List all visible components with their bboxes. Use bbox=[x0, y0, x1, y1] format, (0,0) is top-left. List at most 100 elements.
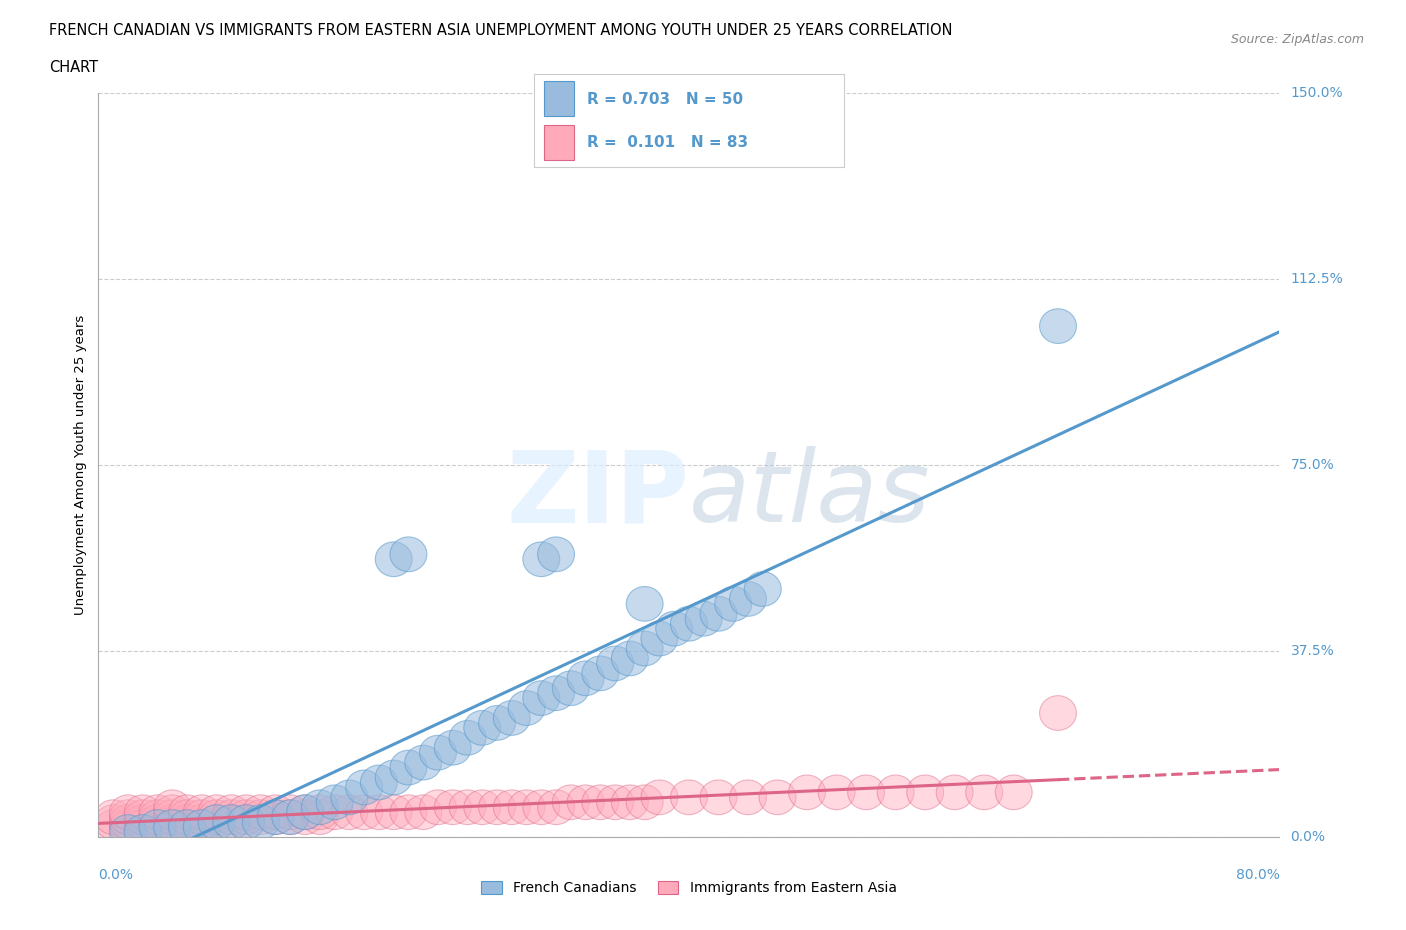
Ellipse shape bbox=[389, 795, 427, 830]
Ellipse shape bbox=[110, 810, 146, 844]
Ellipse shape bbox=[375, 795, 412, 830]
Ellipse shape bbox=[375, 542, 412, 577]
Ellipse shape bbox=[508, 691, 546, 725]
Ellipse shape bbox=[389, 751, 427, 785]
Ellipse shape bbox=[257, 800, 294, 834]
Ellipse shape bbox=[464, 790, 501, 825]
Ellipse shape bbox=[537, 537, 575, 572]
Ellipse shape bbox=[582, 656, 619, 691]
Text: R = 0.703   N = 50: R = 0.703 N = 50 bbox=[586, 92, 742, 107]
Text: 75.0%: 75.0% bbox=[1291, 458, 1334, 472]
Text: ZIP: ZIP bbox=[506, 446, 689, 543]
Ellipse shape bbox=[375, 760, 412, 795]
Ellipse shape bbox=[419, 736, 457, 770]
Ellipse shape bbox=[523, 542, 560, 577]
Ellipse shape bbox=[596, 646, 634, 681]
Ellipse shape bbox=[389, 537, 427, 572]
Ellipse shape bbox=[671, 780, 707, 815]
Ellipse shape bbox=[242, 804, 280, 840]
Ellipse shape bbox=[464, 711, 501, 745]
Ellipse shape bbox=[877, 775, 914, 810]
Text: 150.0%: 150.0% bbox=[1291, 86, 1343, 100]
Ellipse shape bbox=[139, 795, 176, 830]
Ellipse shape bbox=[523, 790, 560, 825]
Legend: French Canadians, Immigrants from Eastern Asia: French Canadians, Immigrants from Easter… bbox=[475, 876, 903, 901]
Ellipse shape bbox=[228, 804, 264, 840]
Ellipse shape bbox=[478, 706, 516, 740]
Ellipse shape bbox=[612, 785, 648, 819]
Ellipse shape bbox=[995, 775, 1032, 810]
Ellipse shape bbox=[169, 800, 205, 834]
Ellipse shape bbox=[671, 606, 707, 641]
Ellipse shape bbox=[494, 700, 530, 736]
Ellipse shape bbox=[730, 780, 766, 815]
Ellipse shape bbox=[537, 790, 575, 825]
Ellipse shape bbox=[110, 800, 146, 834]
Ellipse shape bbox=[330, 795, 368, 830]
Ellipse shape bbox=[966, 775, 1002, 810]
Text: 0.0%: 0.0% bbox=[1291, 830, 1326, 844]
Ellipse shape bbox=[94, 804, 132, 840]
Ellipse shape bbox=[169, 804, 205, 840]
Text: 112.5%: 112.5% bbox=[1291, 272, 1343, 286]
Ellipse shape bbox=[271, 800, 309, 834]
Ellipse shape bbox=[1039, 696, 1077, 730]
Ellipse shape bbox=[434, 790, 471, 825]
Ellipse shape bbox=[183, 795, 221, 830]
Ellipse shape bbox=[228, 804, 264, 840]
Ellipse shape bbox=[848, 775, 884, 810]
Ellipse shape bbox=[228, 800, 264, 834]
Ellipse shape bbox=[153, 800, 191, 834]
Ellipse shape bbox=[494, 790, 530, 825]
Ellipse shape bbox=[301, 790, 339, 825]
Ellipse shape bbox=[139, 810, 176, 844]
Ellipse shape bbox=[94, 810, 132, 844]
Ellipse shape bbox=[626, 587, 664, 621]
Ellipse shape bbox=[212, 795, 250, 830]
Ellipse shape bbox=[626, 785, 664, 819]
Ellipse shape bbox=[110, 815, 146, 849]
Ellipse shape bbox=[1039, 309, 1077, 343]
Ellipse shape bbox=[124, 815, 162, 849]
Text: 0.0%: 0.0% bbox=[98, 868, 134, 882]
Ellipse shape bbox=[523, 681, 560, 715]
Ellipse shape bbox=[596, 785, 634, 819]
Ellipse shape bbox=[212, 804, 250, 840]
Ellipse shape bbox=[139, 804, 176, 840]
Ellipse shape bbox=[242, 800, 280, 834]
Ellipse shape bbox=[818, 775, 855, 810]
Ellipse shape bbox=[405, 795, 441, 830]
Ellipse shape bbox=[316, 795, 353, 830]
Ellipse shape bbox=[153, 795, 191, 830]
Ellipse shape bbox=[626, 631, 664, 666]
Ellipse shape bbox=[198, 800, 235, 834]
Ellipse shape bbox=[124, 795, 162, 830]
Text: FRENCH CANADIAN VS IMMIGRANTS FROM EASTERN ASIA UNEMPLOYMENT AMONG YOUTH UNDER 2: FRENCH CANADIAN VS IMMIGRANTS FROM EASTE… bbox=[49, 23, 953, 38]
Ellipse shape bbox=[449, 721, 486, 755]
Ellipse shape bbox=[553, 671, 589, 706]
Ellipse shape bbox=[907, 775, 943, 810]
Ellipse shape bbox=[360, 795, 398, 830]
Ellipse shape bbox=[449, 790, 486, 825]
Ellipse shape bbox=[405, 745, 441, 780]
Ellipse shape bbox=[641, 780, 678, 815]
Ellipse shape bbox=[153, 810, 191, 844]
Ellipse shape bbox=[655, 611, 693, 646]
Ellipse shape bbox=[537, 676, 575, 711]
Ellipse shape bbox=[287, 795, 323, 830]
Ellipse shape bbox=[434, 730, 471, 765]
Ellipse shape bbox=[582, 785, 619, 819]
Ellipse shape bbox=[124, 810, 162, 844]
Ellipse shape bbox=[346, 770, 382, 804]
FancyBboxPatch shape bbox=[544, 125, 575, 160]
Ellipse shape bbox=[183, 810, 221, 844]
Ellipse shape bbox=[714, 587, 752, 621]
Ellipse shape bbox=[212, 800, 250, 834]
Ellipse shape bbox=[198, 804, 235, 840]
Ellipse shape bbox=[228, 795, 264, 830]
Ellipse shape bbox=[730, 581, 766, 617]
Ellipse shape bbox=[936, 775, 973, 810]
Ellipse shape bbox=[744, 572, 782, 606]
Ellipse shape bbox=[419, 790, 457, 825]
Ellipse shape bbox=[271, 800, 309, 834]
